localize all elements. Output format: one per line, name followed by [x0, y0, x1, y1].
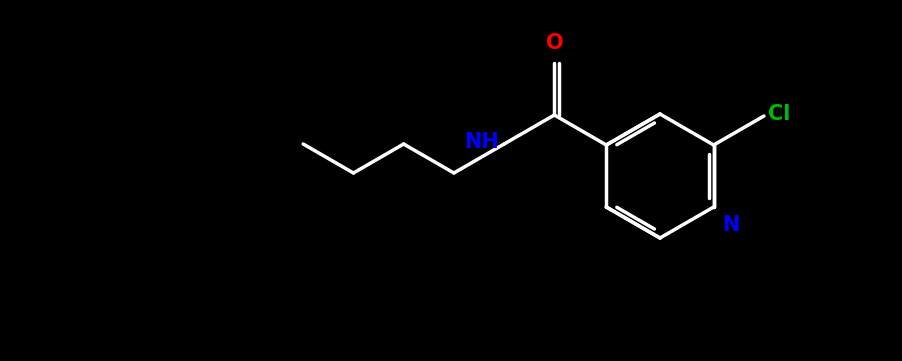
Text: N: N: [722, 215, 739, 235]
Text: Cl: Cl: [768, 104, 790, 124]
Text: O: O: [546, 33, 563, 53]
Text: NH: NH: [465, 132, 499, 152]
